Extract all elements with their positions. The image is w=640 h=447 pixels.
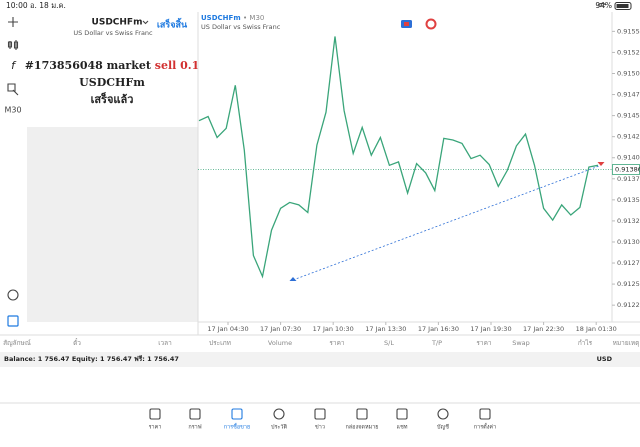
tab-label[interactable]: กราฟ (188, 424, 201, 431)
balance-text: Balance: 1 756.47 Equity: 1 756.47 ฟรี: … (4, 355, 179, 363)
tab-icon[interactable] (273, 408, 285, 420)
price-line (198, 36, 599, 279)
currency: USD (597, 355, 613, 363)
tab-label[interactable]: ราคา (149, 425, 162, 431)
tab-label[interactable]: บัญชี (437, 424, 449, 431)
column-header[interactable]: Volume (268, 339, 292, 347)
tab-icon[interactable] (149, 408, 161, 420)
battery-icon (614, 2, 632, 10)
column-header[interactable]: ราคา (476, 339, 491, 347)
tab-icon[interactable] (356, 408, 368, 420)
tab-icon[interactable] (396, 408, 408, 420)
done-button[interactable]: เสร็จสิ้น (157, 18, 188, 31)
panel-background (27, 127, 198, 322)
column-header[interactable]: T/P (431, 339, 442, 347)
tab-bar: ราคา กราฟ การซื้อขาย ประวัติ ข่าว กล่องจดหมาย… (149, 408, 496, 431)
tab-label[interactable]: กล่องจดหมาย (345, 425, 378, 431)
column-header[interactable]: สัญลักษณ์ (3, 339, 31, 347)
panel-description: US Dollar vs Swiss Franc (73, 29, 153, 37)
order-side: sell 0.1 (155, 59, 200, 72)
y-tick-label: 0.91225 (617, 301, 640, 309)
column-header[interactable]: Swap (512, 339, 530, 347)
sell-arrow (597, 162, 605, 166)
zoom-icon[interactable] (7, 289, 19, 301)
timeframe-button[interactable]: M30 (4, 106, 21, 115)
tab-icon[interactable] (231, 408, 243, 420)
chart-title: USDCHFm • M30 (201, 14, 264, 22)
wifi-icon (597, 2, 607, 8)
chart-subtitle: US Dollar vs Swiss Franc (201, 23, 281, 31)
chart-timeframe: • M30 (243, 14, 264, 22)
x-tick-label: 18 Jan 01:30 (576, 325, 617, 333)
order-symbol: USDCHFm (79, 76, 145, 89)
column-header[interactable]: กำไร (578, 339, 593, 347)
table-header: สัญลักษณ์ ตั๋ว เวลา ประเภท Volume ราคา S/L T/P ร… (3, 338, 639, 347)
balance-row (0, 352, 640, 367)
order-line: #173856048 market sell 0.1 (25, 59, 200, 72)
trade-link (292, 165, 600, 281)
left-toolbar: f M30 (4, 17, 22, 327)
x-tick-label: 17 Jan 19:30 (470, 325, 511, 333)
tab-icon[interactable] (437, 408, 449, 420)
y-tick-label: 0.91425 (617, 133, 640, 141)
column-header[interactable]: ราคา (329, 339, 344, 347)
buy-arrow (289, 277, 297, 281)
tab-label[interactable]: การซื้อขาย (224, 423, 250, 431)
crosshair-icon[interactable] (8, 17, 18, 27)
tab-label[interactable]: ข่าว (315, 425, 325, 431)
x-tick-label: 17 Jan 16:30 (418, 325, 459, 333)
chart-symbol: USDCHFm (201, 14, 241, 22)
column-header[interactable]: เวลา (158, 339, 172, 347)
column-header[interactable]: ตั๋ว (73, 338, 81, 347)
panel-symbol[interactable]: USDCHFm (92, 18, 143, 28)
status-time: 10:00 (6, 1, 28, 10)
y-tick-label: 0.91525 (617, 48, 640, 56)
current-price-label: 0.91386 (615, 166, 640, 174)
y-tick-label: 0.91375 (617, 175, 640, 183)
tab-icon[interactable] (189, 408, 201, 420)
x-tick-label: 17 Jan 07:30 (260, 325, 301, 333)
function-icon[interactable]: f (11, 59, 17, 72)
battery-level: 94% (595, 1, 612, 10)
indicator-icon[interactable] (7, 40, 19, 50)
order-prefix: #173856048 market (25, 59, 152, 72)
tab-label[interactable]: การตั้งค่า (474, 423, 496, 431)
column-header[interactable]: ประเภท (209, 339, 231, 347)
x-tick-label: 17 Jan 22:30 (523, 325, 564, 333)
tab-label[interactable]: แชท (397, 424, 408, 431)
x-tick-label: 17 Jan 04:30 (207, 325, 248, 333)
order-status: เสร็จแล้ว (91, 92, 134, 106)
one-click-icon-inner (404, 22, 409, 26)
tab-label[interactable]: ประวัติ (271, 424, 287, 431)
depth-icon[interactable] (425, 18, 437, 30)
column-header[interactable]: หมายเหตุ (613, 339, 640, 347)
tab-icon[interactable] (479, 408, 491, 420)
y-tick-label: 0.91475 (617, 91, 640, 99)
column-header[interactable]: S/L (384, 339, 394, 347)
tab-icon[interactable] (314, 408, 326, 420)
dropdown-icon[interactable] (142, 20, 149, 25)
objects-icon[interactable] (7, 83, 19, 96)
status-date: อ. 18 ม.ค. (30, 1, 66, 10)
battery-fill (616, 4, 629, 8)
trade-icon[interactable] (7, 315, 19, 327)
y-tick-label: 0.91275 (617, 259, 640, 267)
x-tick-label: 17 Jan 10:30 (313, 325, 354, 333)
x-tick-label: 17 Jan 13:30 (365, 325, 406, 333)
y-tick-label: 0.91325 (617, 217, 640, 225)
